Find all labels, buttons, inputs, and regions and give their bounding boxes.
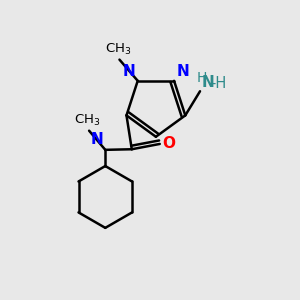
Text: N: N: [176, 64, 189, 79]
Text: –H: –H: [208, 76, 226, 91]
Text: H: H: [196, 71, 207, 85]
Text: CH$_3$: CH$_3$: [74, 113, 101, 128]
Text: N: N: [123, 64, 135, 79]
Text: N: N: [90, 133, 103, 148]
Text: CH$_3$: CH$_3$: [105, 42, 131, 57]
Text: N: N: [202, 75, 214, 90]
Text: O: O: [163, 136, 176, 152]
